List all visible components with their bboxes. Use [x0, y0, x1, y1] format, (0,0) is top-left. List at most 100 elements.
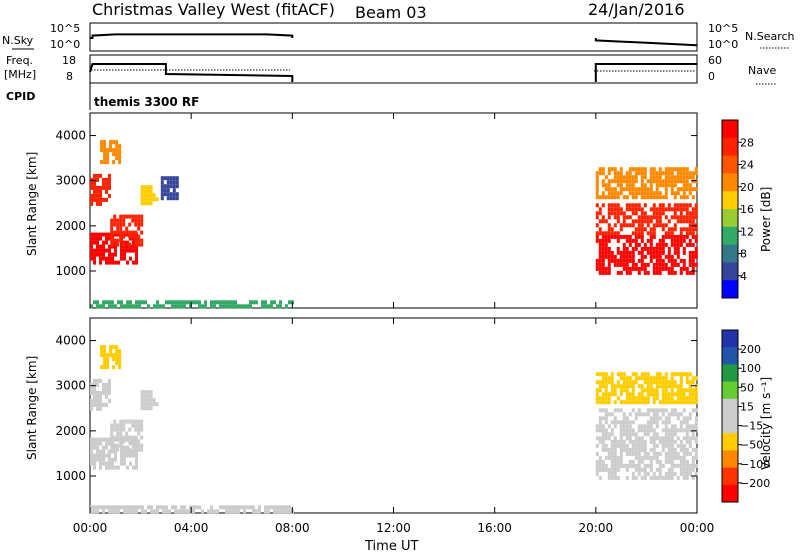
data-cell	[115, 345, 119, 350]
data-cell	[664, 215, 668, 220]
data-cell	[93, 390, 96, 395]
data-cell	[688, 471, 692, 476]
data-cell	[128, 419, 132, 424]
data-cell	[685, 183, 689, 188]
data-cell	[134, 423, 138, 428]
data-cell	[140, 185, 144, 190]
data-cell	[140, 419, 144, 424]
data-cell	[676, 463, 680, 468]
data-cell	[640, 183, 644, 188]
data-cell	[679, 211, 683, 216]
data-cell	[625, 420, 629, 425]
nave-tick-high: 60	[708, 54, 722, 67]
y-tick-label: 4000	[55, 334, 86, 348]
data-cell	[643, 376, 647, 381]
data-cell	[114, 252, 117, 257]
data-cell	[90, 197, 93, 202]
data-cell	[112, 345, 116, 350]
data-cell	[172, 196, 176, 201]
data-cell	[676, 175, 680, 180]
data-cell	[649, 171, 653, 176]
data-cell	[640, 258, 644, 263]
data-cell	[691, 455, 695, 460]
data-cell	[137, 431, 141, 436]
data-cell	[118, 144, 122, 149]
data-cell	[646, 463, 650, 468]
data-cell	[643, 175, 647, 180]
data-cell	[616, 459, 620, 464]
data-cell	[679, 203, 683, 208]
data-cell	[102, 445, 105, 450]
data-cell	[93, 248, 96, 253]
data-cell	[658, 207, 662, 212]
data-cell	[634, 447, 638, 452]
data-cell	[685, 459, 689, 464]
data-cell	[90, 248, 93, 253]
data-cell	[685, 436, 689, 441]
data-cell	[682, 420, 686, 425]
data-cell	[610, 234, 614, 239]
data-cell	[694, 203, 698, 208]
data-cell	[691, 187, 695, 192]
data-cell	[679, 471, 683, 476]
data-cell	[694, 234, 698, 239]
data-cell	[90, 240, 93, 245]
data-cell	[276, 509, 279, 514]
data-cell	[643, 443, 647, 448]
data-cell	[682, 227, 686, 232]
data-cell	[685, 396, 689, 401]
data-cell	[652, 234, 656, 239]
data-cell	[646, 380, 650, 385]
data-cell	[105, 461, 108, 466]
data-cell	[99, 236, 102, 241]
data-cell	[661, 207, 665, 212]
data-cell	[652, 179, 656, 184]
data-cell	[601, 167, 605, 172]
data-cell	[682, 258, 686, 263]
data-cell	[125, 435, 129, 440]
data-cell	[607, 227, 611, 232]
data-cell	[655, 246, 659, 251]
data-cell	[610, 167, 614, 172]
data-cell	[103, 148, 107, 153]
data-cell	[676, 436, 680, 441]
colorbar-tick-label: 28	[740, 136, 754, 149]
data-cell	[96, 240, 99, 245]
data-cell	[646, 195, 650, 200]
data-cell	[99, 457, 102, 462]
data-cell	[595, 443, 599, 448]
data-cell	[598, 262, 602, 267]
data-cell	[640, 412, 644, 417]
data-cell	[634, 262, 638, 267]
data-cell	[118, 152, 122, 157]
data-cell	[613, 463, 617, 468]
data-cell	[682, 215, 686, 220]
data-cell	[637, 459, 641, 464]
data-cell	[131, 214, 135, 219]
data-cell	[652, 195, 656, 200]
x-tick-label: 12:00	[376, 521, 411, 535]
data-cell	[112, 365, 116, 370]
data-cell	[664, 234, 668, 239]
data-cell	[120, 300, 123, 305]
data-cell	[655, 175, 659, 180]
data-cell	[658, 167, 662, 172]
data-cell	[652, 203, 656, 208]
data-cell	[90, 406, 93, 411]
data-cell	[102, 505, 105, 510]
data-cell	[634, 396, 638, 401]
data-cell	[90, 304, 93, 309]
data-cell	[604, 408, 608, 413]
data-cell	[108, 386, 111, 391]
data-cell	[685, 372, 689, 377]
data-cell	[667, 266, 671, 271]
data-cell	[105, 232, 108, 237]
data-cell	[673, 412, 677, 417]
nave-tick-low: 0	[708, 70, 715, 83]
data-cell	[673, 447, 677, 452]
data-cell	[102, 197, 105, 202]
data-cell	[604, 428, 608, 433]
data-cell	[134, 443, 138, 448]
date-label: 24/Jan/2016	[588, 0, 685, 19]
